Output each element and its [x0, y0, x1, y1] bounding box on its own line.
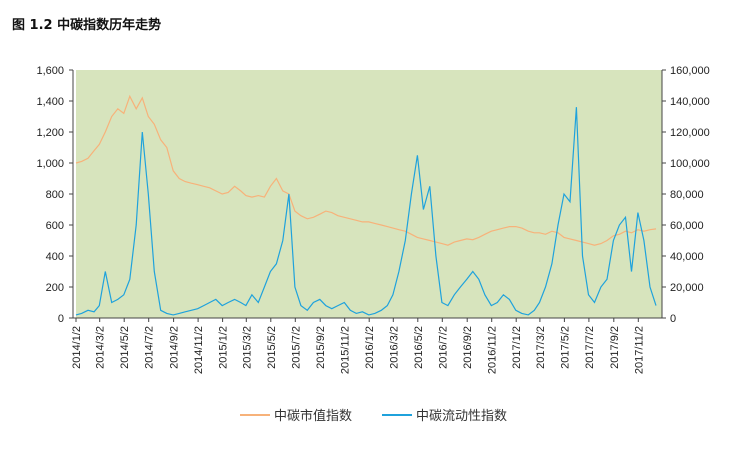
legend-label: 中碳流动性指数 [416, 409, 508, 424]
legend-label: 中碳市值指数 [274, 409, 353, 424]
x-tick-label: 2014/5/2 [119, 326, 131, 369]
series-line-liquidity [75, 107, 657, 316]
x-tick-label: 2015/11/2 [340, 326, 352, 374]
x-tick-label: 2017/9/2 [609, 326, 621, 369]
x-tick-label: 2015/7/2 [290, 326, 302, 369]
x-tick-label: 2014/11/2 [193, 326, 205, 374]
right-tick-label: 80,000 [670, 189, 704, 201]
series-line-market-value [75, 94, 657, 246]
x-tick-label: 2017/11/2 [633, 326, 645, 374]
right-tick-label: 160,000 [670, 65, 710, 77]
x-tick-label: 2016/3/2 [388, 326, 400, 369]
left-tick-label: 800 [46, 189, 64, 201]
x-tick-label: 2017/1/2 [511, 326, 523, 369]
x-tick-label: 2014/9/2 [169, 326, 181, 369]
right-tick-label: 140,000 [670, 96, 710, 108]
x-tick-label: 2014/3/2 [95, 326, 107, 369]
x-tick-label: 2017/5/2 [559, 326, 571, 369]
x-tick-label: 2015/3/2 [241, 326, 253, 369]
x-tick-label: 2017/3/2 [535, 326, 547, 369]
right-tick-label: 120,000 [670, 127, 710, 139]
x-tick-label: 2017/7/2 [584, 326, 596, 369]
x-tick-label: 2016/9/2 [462, 326, 474, 369]
legend: 中碳市值指数 中碳流动性指数 [240, 405, 507, 424]
left-tick-label: 600 [46, 220, 64, 232]
left-tick-label: 400 [46, 251, 64, 263]
x-tick-label: 2015/1/2 [218, 326, 230, 369]
legend-item-liquidity: 中碳流动性指数 [382, 405, 507, 424]
right-tick-label: 40,000 [670, 251, 704, 263]
legend-item-market-value: 中碳市值指数 [240, 405, 352, 424]
left-tick-label: 0 [58, 313, 64, 325]
x-tick-label: 2016/5/2 [413, 326, 425, 369]
left-tick-label: 200 [46, 282, 64, 294]
left-tick-label: 1,200 [36, 127, 64, 139]
x-tick-label: 2016/11/2 [487, 326, 499, 374]
legend-swatch [240, 413, 270, 416]
x-tick-label: 2014/1/2 [71, 326, 83, 369]
x-tick-label: 2015/5/2 [266, 326, 278, 369]
left-tick-label: 1,000 [36, 158, 64, 170]
right-tick-label: 60,000 [670, 220, 704, 232]
legend-swatch [382, 413, 413, 416]
right-tick-label: 20,000 [670, 282, 704, 294]
x-tick-label: 2016/7/2 [437, 326, 449, 369]
chart-title: 图 1.2 中碳指数历年走势 [12, 18, 162, 33]
left-tick-label: 1,600 [36, 65, 64, 77]
x-tick-label: 2015/9/2 [315, 326, 327, 369]
plot-area [76, 70, 662, 318]
right-tick-label: 100,000 [670, 158, 710, 170]
right-tick-label: 0 [670, 313, 676, 325]
x-tick-label: 2016/1/2 [364, 326, 376, 369]
x-tick-label: 2014/7/2 [144, 326, 156, 369]
left-tick-label: 1,400 [36, 96, 64, 108]
